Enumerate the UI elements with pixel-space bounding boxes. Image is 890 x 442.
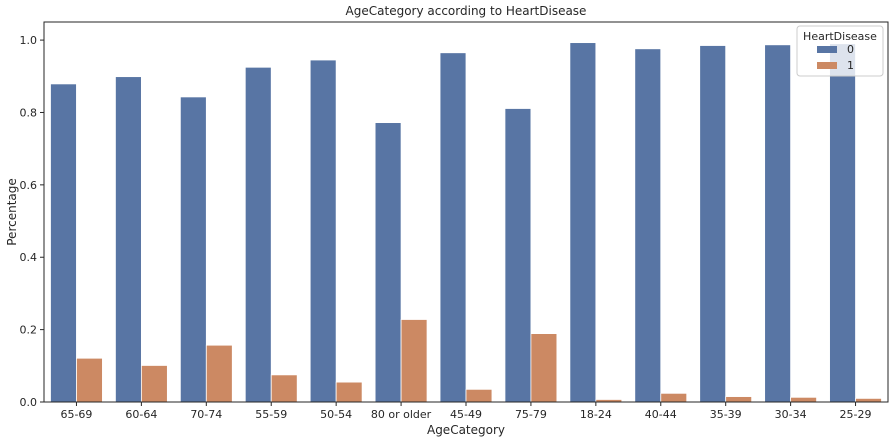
bar-series-0-18-24 — [569, 42, 597, 403]
bars-group — [50, 42, 882, 403]
legend-label-series-0: 0 — [847, 43, 854, 56]
bar-series-0-25-29 — [829, 43, 856, 403]
x-tick-label: 40-44 — [645, 408, 677, 421]
chart-title: AgeCategory according to HeartDisease — [346, 4, 587, 18]
x-axis-ticks: 65-69 60-64 70-74 55-59 50-54 80 or older 45-4… — [60, 402, 872, 421]
bar-series-1-30-34 — [790, 396, 817, 403]
bar-series-1-35-39 — [725, 396, 753, 403]
x-tick-label: 80 or older — [371, 408, 432, 421]
bar-series-0-55-59 — [244, 66, 272, 403]
legend-swatch-series-0 — [817, 46, 837, 53]
y-tick-label: 1.0 — [20, 34, 38, 47]
bar-series-0-50-54 — [309, 59, 337, 403]
bar-series-0-80-or-older — [374, 122, 402, 403]
y-axis-ticks: 0.0 0.2 0.4 0.6 0.8 1.0 — [20, 34, 44, 409]
bar-series-1-60-64 — [140, 365, 168, 403]
y-tick-label: 0.6 — [20, 179, 38, 192]
bar-series-0-70-74 — [179, 96, 207, 403]
x-tick-label: 35-39 — [710, 408, 742, 421]
y-tick-label: 0.4 — [20, 251, 38, 264]
legend: HeartDisease 0 1 — [796, 25, 884, 77]
legend-swatch-series-1 — [817, 62, 837, 69]
bar-series-1-45-49 — [465, 388, 493, 403]
bar-series-0-60-64 — [115, 76, 142, 403]
bar-series-1-50-54 — [335, 381, 363, 403]
bar-series-1-75-79 — [530, 333, 558, 403]
bar-series-0-75-79 — [504, 108, 532, 403]
bar-series-0-40-44 — [634, 48, 662, 403]
legend-title: HeartDisease — [803, 30, 877, 43]
bar-series-0-65-69 — [50, 83, 77, 403]
x-tick-label: 75-79 — [515, 408, 547, 421]
bar-series-1-40-44 — [660, 392, 688, 403]
bar-series-0-35-39 — [699, 45, 727, 403]
x-tick-label: 65-69 — [60, 408, 92, 421]
x-tick-label: 25-29 — [840, 408, 872, 421]
bar-series-0-45-49 — [439, 52, 467, 403]
x-tick-label: 60-64 — [125, 408, 157, 421]
x-tick-label: 45-49 — [450, 408, 482, 421]
x-tick-label: 30-34 — [775, 408, 807, 421]
y-tick-label: 0.2 — [20, 324, 38, 337]
y-tick-label: 0.0 — [20, 396, 38, 409]
bar-series-1-65-69 — [76, 357, 103, 403]
x-axis-label: AgeCategory — [427, 423, 505, 437]
x-tick-label: 55-59 — [255, 408, 287, 421]
bar-series-1-80-or-older — [400, 319, 428, 403]
x-tick-label: 18-24 — [580, 408, 612, 421]
y-axis-label: Percentage — [5, 178, 19, 246]
x-tick-label: 50-54 — [320, 408, 352, 421]
bar-series-1-70-74 — [205, 344, 233, 403]
x-tick-label: 70-74 — [190, 408, 222, 421]
bar-series-0-30-34 — [764, 44, 792, 403]
bar-series-1-25-29 — [855, 397, 882, 403]
y-tick-label: 0.8 — [20, 106, 38, 119]
legend-label-series-1: 1 — [847, 59, 854, 72]
bar-series-1-55-59 — [270, 374, 298, 403]
